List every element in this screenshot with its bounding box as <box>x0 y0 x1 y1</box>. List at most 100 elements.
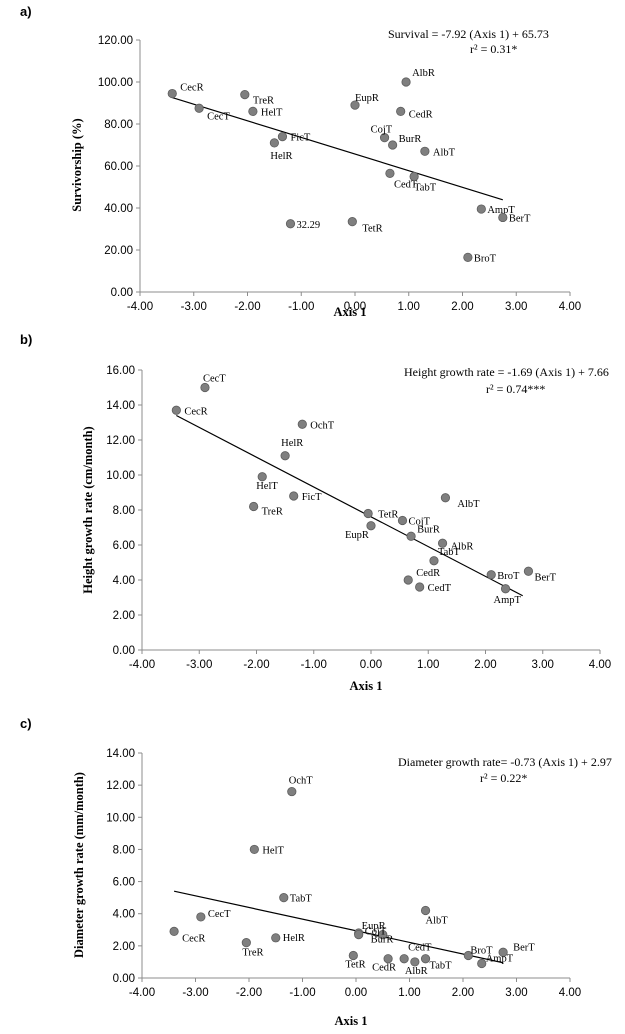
y-tick-label: 12.00 <box>106 780 135 792</box>
data-point-cecr <box>167 88 177 99</box>
point-label: BerT <box>513 942 535 953</box>
data-point-tetr <box>363 508 373 519</box>
data-point-fict <box>277 132 288 142</box>
data-point-cect <box>196 912 206 922</box>
data-point-tabt <box>409 171 419 182</box>
regression-equation: Survival = -7.92 (Axis 1) + 65.73 <box>388 27 549 41</box>
y-tick-label: 16.00 <box>106 365 135 377</box>
data-point-helr <box>269 138 279 148</box>
data-point-ocht <box>297 419 307 429</box>
data-point-helt <box>248 106 258 117</box>
data-point-cecr <box>171 405 181 415</box>
x-tick-label: -1.00 <box>289 987 315 999</box>
y-tick-label: 4.00 <box>113 575 135 587</box>
point-label: CedR <box>372 963 396 974</box>
y-tick-label: 14.00 <box>106 748 135 760</box>
data-point-albt <box>420 905 431 916</box>
point-label: HelT <box>256 481 278 492</box>
point-label: CecR <box>180 83 203 94</box>
point-label: BurR <box>371 935 394 946</box>
point-label: BroT <box>497 571 520 582</box>
x-axis-title: Axis 1 <box>350 679 383 693</box>
y-tick-label: 8.00 <box>113 844 135 856</box>
regression-equation: Height growth rate = -1.69 (Axis 1) + 7.… <box>404 365 609 379</box>
data-point-eupr <box>350 100 360 110</box>
data-point-cojt <box>397 515 408 526</box>
data-point-trer <box>241 938 251 948</box>
data-point-trer <box>240 90 250 100</box>
point-label: CedR <box>409 109 433 120</box>
x-tick-label: -2.00 <box>234 301 260 313</box>
x-tick-label: -4.00 <box>129 987 155 999</box>
x-tick-label: 1.00 <box>398 301 420 313</box>
x-tick-label: 4.00 <box>559 301 581 313</box>
point-label: BurR <box>417 524 440 535</box>
point-label: OchT <box>310 420 334 431</box>
point-label: BroT <box>470 946 493 957</box>
y-tick-label: 20.00 <box>104 245 133 257</box>
y-tick-label: 60.00 <box>104 161 133 173</box>
point-label: CojT <box>408 517 430 528</box>
data-point-eupr <box>366 521 376 531</box>
point-label: CedR <box>416 568 440 579</box>
data-point-32.29 <box>285 219 296 229</box>
point-label: TabT <box>290 894 313 905</box>
point-label: TabT <box>438 547 461 558</box>
y-axis-title: Survivorship (%) <box>70 118 84 211</box>
data-point-burr <box>406 531 416 541</box>
point-label: AmpT <box>487 205 515 216</box>
data-point-tabt <box>420 954 431 964</box>
x-tick-label: 2.00 <box>451 301 473 313</box>
point-label: AlbT <box>426 916 449 927</box>
x-tick-label: 0.00 <box>344 301 366 313</box>
point-label: FicT <box>290 133 310 144</box>
point-label: AmpT <box>494 595 522 606</box>
data-point-albt <box>420 146 430 156</box>
y-tick-label: 0.00 <box>113 973 135 985</box>
point-label: TetR <box>378 510 398 521</box>
point-label: TetR <box>345 960 365 971</box>
point-label: AlbR <box>405 966 428 977</box>
point-label: CecT <box>203 374 226 385</box>
x-tick-label: -2.00 <box>236 987 262 999</box>
x-tick-label: -3.00 <box>186 659 212 671</box>
data-point-albr <box>410 957 420 967</box>
panel-label: a) <box>20 4 32 19</box>
x-axis-title: Axis 1 <box>334 305 367 319</box>
data-point-tabt <box>429 556 439 566</box>
data-point-burr <box>354 930 364 940</box>
point-label: TreR <box>253 96 274 107</box>
data-point-fict <box>289 491 299 501</box>
chart-panel-3: c) 0.00 2.00 4.00 6.00 8.00 10.00 12.00 14.00 -4.… <box>20 716 612 1028</box>
chart-panel-1: a) 0.00 20.00 40.00 60.00 80.00 100.00 120.00 -4… <box>20 4 581 319</box>
data-point-ampt <box>500 584 511 594</box>
r-squared-label: r² = 0.22* <box>480 771 527 785</box>
point-label: HelR <box>281 438 303 449</box>
point-label: CecR <box>184 406 207 417</box>
data-point-cojt <box>379 133 390 143</box>
y-tick-label: 10.00 <box>106 470 135 482</box>
data-point-brot <box>486 570 496 580</box>
x-tick-label: -3.00 <box>181 301 207 313</box>
point-label: TetR <box>362 224 382 235</box>
r-squared-label: r² = 0.31* <box>470 42 517 56</box>
data-point-trer <box>249 501 259 512</box>
data-point-cojt <box>378 930 388 940</box>
x-tick-label: -4.00 <box>129 659 155 671</box>
x-tick-label: 1.00 <box>398 987 420 999</box>
point-label: BerT <box>534 572 556 583</box>
x-tick-label: -2.00 <box>243 659 269 671</box>
point-label: HelT <box>262 845 284 856</box>
y-tick-label: 80.00 <box>104 119 133 131</box>
x-tick-label: -4.00 <box>127 301 153 313</box>
x-axis-title: Axis 1 <box>335 1014 368 1028</box>
y-tick-label: 14.00 <box>106 400 135 412</box>
point-label: AlbR <box>451 541 474 552</box>
data-point-albr <box>437 538 448 548</box>
y-tick-label: 12.00 <box>106 435 135 447</box>
data-point-cect <box>200 382 210 393</box>
data-point-albt <box>440 493 451 503</box>
point-label: TabT <box>430 961 453 972</box>
x-tick-label: 4.00 <box>559 987 581 999</box>
panel-label: b) <box>20 332 32 347</box>
